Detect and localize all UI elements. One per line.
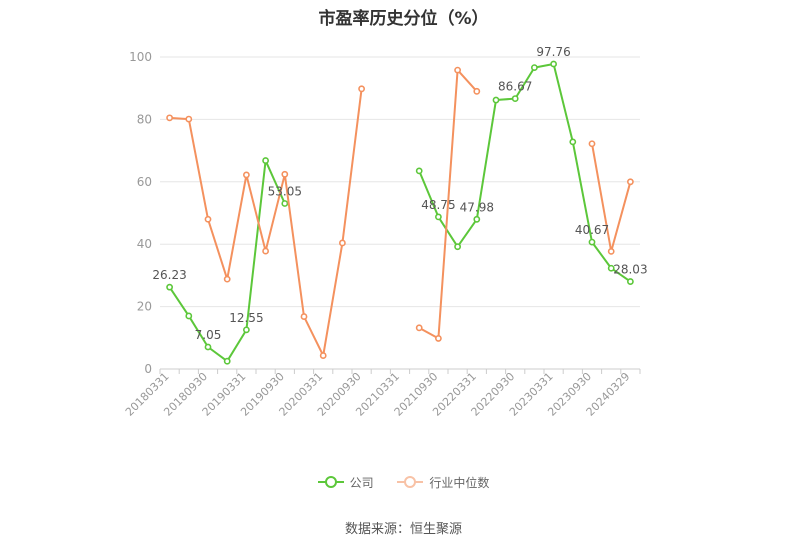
data-point-industry [454, 66, 461, 74]
data-point-company [588, 238, 596, 246]
data-point-company [511, 95, 519, 102]
data-point-industry [358, 85, 365, 93]
data-point-company [531, 64, 538, 72]
data-point-industry [166, 114, 173, 122]
series-line-industry [169, 88, 363, 357]
data-point-industry [473, 87, 481, 95]
data-point-company [607, 264, 615, 272]
line-chart: 0 20 40 60 80 100 201803312018093020190331201… [123, 45, 648, 419]
data-point-company [550, 60, 557, 68]
data-label-company: 26.23 [152, 268, 186, 282]
data-point-industry [607, 247, 615, 255]
y-tick-label: 80 [137, 112, 152, 126]
series-line-company [418, 62, 631, 283]
data-label-company: 7.05 [195, 328, 222, 342]
series-layer [166, 60, 634, 365]
data-point-company [569, 138, 577, 146]
data-label-company: 97.76 [536, 45, 570, 59]
data-labels: 26.23 7.05 12.55 53.05 48.75 47.98 86.67 97.76 4… [152, 45, 647, 342]
legend-label-company: 公司 [349, 475, 374, 490]
data-label-company: 40.67 [575, 223, 609, 237]
data-point-company [281, 200, 289, 207]
data-point-industry [434, 335, 442, 342]
data-point-industry [319, 352, 327, 359]
data-point-company [242, 326, 250, 334]
data-point-company [627, 278, 634, 285]
grid-lines [160, 56, 640, 308]
data-point-company [454, 243, 461, 251]
data-point-company [492, 96, 500, 104]
data-point-company [223, 357, 231, 365]
data-point-industry [300, 313, 308, 320]
data-point-company [473, 215, 481, 223]
data-point-company [204, 343, 212, 351]
y-tick-label: 100 [129, 50, 152, 64]
data-point-industry [223, 275, 231, 283]
data-point-industry [185, 115, 193, 123]
data-label-company: 28.03 [613, 263, 647, 277]
series-line-industry [418, 69, 478, 340]
legend-item-industry[interactable]: 行业中位数 [397, 474, 489, 491]
data-point-company [166, 283, 173, 291]
data-point-company [434, 213, 442, 221]
x-axis: 2018033120180930201903312019093020200331… [123, 368, 641, 419]
legend-item-company[interactable]: 公司 [317, 474, 374, 491]
data-point-industry [338, 239, 346, 247]
data-label-company: 48.75 [421, 198, 455, 212]
data-point-industry [415, 324, 423, 332]
data-label-company: 53.05 [268, 184, 302, 198]
y-tick-label: 40 [137, 237, 152, 251]
y-axis: 0 20 40 60 80 100 [129, 50, 152, 376]
legend-swatch-industry [397, 476, 424, 488]
data-point-company [262, 157, 269, 164]
data-point-industry [204, 215, 212, 223]
data-point-industry [627, 178, 634, 186]
legend-swatch-company [317, 476, 344, 488]
data-point-company [415, 167, 423, 175]
data-source: 数据来源：恒生聚源 [344, 522, 462, 537]
data-label-company: 12.55 [229, 311, 263, 325]
y-tick-label: 20 [137, 300, 152, 314]
data-point-industry [588, 140, 596, 148]
data-point-industry [281, 170, 289, 178]
data-point-industry [262, 247, 269, 255]
y-tick-label: 0 [144, 362, 152, 376]
data-point-industry [242, 171, 250, 179]
data-label-company: 86.67 [498, 80, 532, 94]
legend: 公司 行业中位数 [0, 472, 807, 491]
legend-label-industry: 行业中位数 [429, 475, 490, 490]
data-point-company [185, 312, 193, 320]
data-label-company: 47.98 [460, 200, 494, 214]
y-tick-label: 60 [137, 175, 152, 189]
chart-title: 市盈率历史分位（%） [318, 9, 489, 29]
